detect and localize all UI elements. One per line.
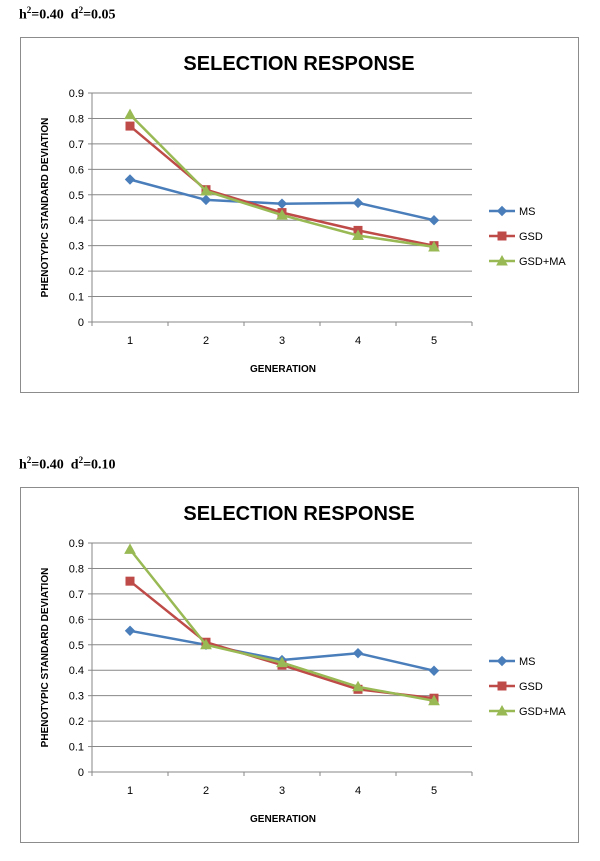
x-tick-label: 3 [279,785,285,797]
legend-label-gsd-ma: GSD+MA [519,706,566,718]
legend-marker-ms [496,205,508,217]
legend-marker-ms [496,655,508,667]
x-tick-label: 4 [355,335,361,347]
data-point-gsd-ma [200,184,212,196]
chart-top: SELECTION RESPONSE 0 0.1 0.2 0.3 0.4 0.5 0.6 0.7… [40,53,566,375]
y-tick-label: 0.1 [69,742,84,754]
caption-d-exp: 2 [78,5,84,15]
data-point-ms [124,625,136,636]
y-tick-label: 0.1 [69,292,84,304]
x-tick-label: 2 [203,335,209,347]
y-tick-label: 0.8 [69,113,84,125]
data-point-gsd-ma [428,240,440,252]
y-tick-label: 0.2 [69,716,84,728]
caption-h-label: h [19,457,27,473]
chart-title: SELECTION RESPONSE [183,503,414,525]
data-point-gsd-ma [124,108,136,120]
caption-h-label: h [19,7,27,23]
caption-h-value: =0.40 [31,457,64,473]
legend-marker-gsd-ma [496,704,508,716]
data-point-gsd-ma [276,656,288,668]
data-point-gsd-ma [428,694,440,706]
caption-h-exp: 2 [26,455,32,465]
y-axis-label: PHENOTYPIC STANDARD DEVIATION [40,118,51,298]
x-tick-label: 4 [355,785,361,797]
y-tick-label: 0.9 [69,88,84,100]
legend-marker-gsd-ma [496,254,508,266]
y-tick-label: 0.6 [69,164,84,176]
caption-d-value: =0.10 [83,457,116,473]
x-axis-label: GENERATION [250,364,316,375]
y-tick-label: 0 [78,767,84,779]
x-tick-label: 5 [431,335,437,347]
y-tick-label: 0.5 [69,640,84,652]
chart-bottom: SELECTION RESPONSE 0 0.1 0.2 0.3 0.4 0.5 0.6 0.7… [40,503,566,825]
chart-panel-bottom: SELECTION RESPONSE 0 0.1 0.2 0.3 0.4 0.5 0.6 0.7… [20,487,579,843]
data-point-gsd [125,121,135,131]
y-tick-label: 0 [78,317,84,329]
y-tick-label: 0.9 [69,538,84,550]
legend-label-gsd: GSD [519,231,543,243]
caption-h-value: =0.40 [31,7,64,23]
data-point-gsd-ma [352,229,364,240]
x-tick-label: 3 [279,335,285,347]
y-tick-label: 0.4 [69,215,84,227]
caption-d-label: d [70,7,79,23]
x-tick-label: 1 [127,335,133,347]
series-line-gsd-ma [129,113,435,249]
data-point-ms [276,198,288,209]
legend-marker-gsd [497,231,507,241]
chart-panel-top: SELECTION RESPONSE 0 0.1 0.2 0.3 0.4 0.5 0.6 0.7… [20,37,579,393]
data-point-gsd [125,576,135,586]
legend-marker-gsd [497,681,507,691]
y-tick-label: 0.8 [69,563,84,575]
y-axis-label: PHENOTYPIC STANDARD DEVIATION [40,568,51,748]
data-point-gsd-ma [352,680,364,692]
data-point-ms [428,215,440,226]
y-tick-label: 0.2 [69,266,84,278]
series-line-gsd-ma [129,548,435,703]
y-tick-label: 0.6 [69,614,84,626]
caption-top: h2=0.40 d2=0.05 [19,5,116,24]
y-tick-label: 0.7 [69,589,84,601]
data-point-gsd-ma [200,638,212,650]
y-tick-label: 0.3 [69,241,84,253]
x-axis-label: GENERATION [250,814,316,825]
data-point-gsd-ma [276,209,288,220]
legend-label-ms: MS [519,656,536,668]
data-point-ms [428,665,440,676]
y-tick-label: 0.5 [69,190,84,202]
legend-label-gsd: GSD [519,681,543,693]
caption-d-exp: 2 [78,455,84,465]
data-point-ms [352,197,364,209]
y-tick-label: 0.3 [69,691,84,703]
chart-title: SELECTION RESPONSE [183,53,414,75]
caption-d-value: =0.05 [83,7,116,23]
data-point-ms [124,174,136,185]
x-tick-label: 2 [203,785,209,797]
caption-h-exp: 2 [26,5,32,15]
caption-d-label: d [70,457,79,473]
data-point-ms [352,647,364,659]
caption-bottom: h2=0.40 d2=0.10 [19,455,116,474]
data-point-ms [200,194,212,206]
data-point-gsd-ma [124,543,136,554]
legend-label-ms: MS [519,206,536,218]
y-tick-label: 0.4 [69,665,84,677]
x-tick-label: 1 [127,785,133,797]
x-tick-label: 5 [431,785,437,797]
y-tick-label: 0.7 [69,139,84,151]
legend-label-gsd-ma: GSD+MA [519,256,566,268]
